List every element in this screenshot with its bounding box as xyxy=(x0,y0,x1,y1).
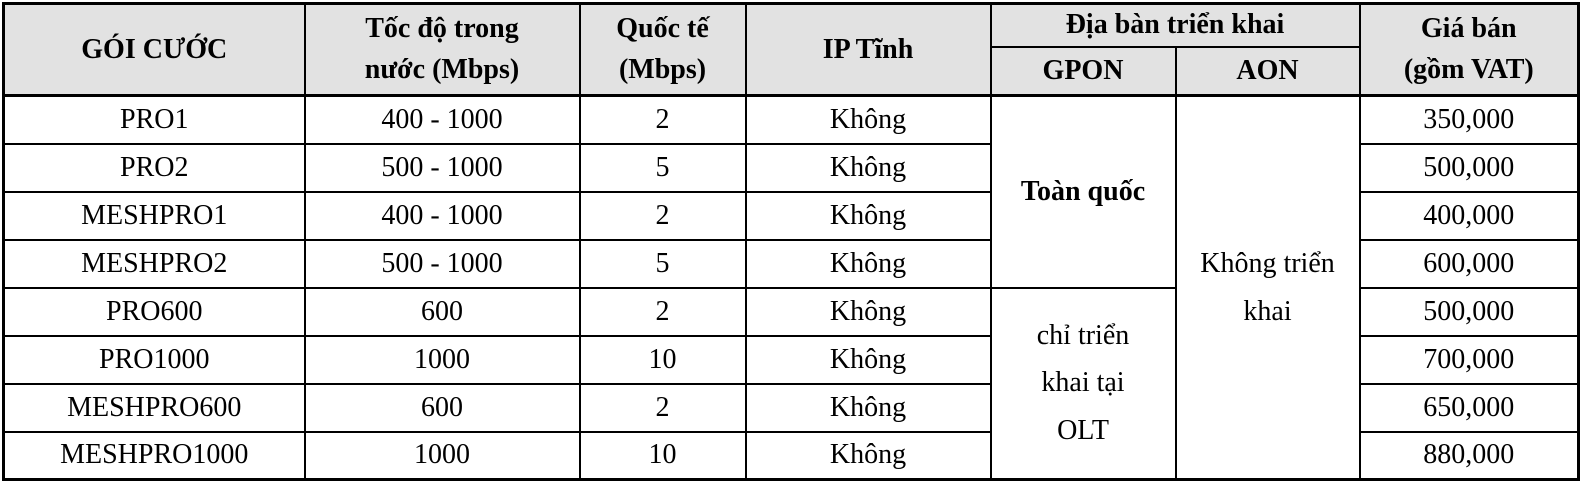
table-row: PRO1000 1000 10 Không 700,000 xyxy=(2,334,1580,385)
domestic-speed-cell: 400 - 1000 xyxy=(303,190,581,241)
header-international-line2: (Mbps) xyxy=(618,53,707,85)
price-cell: 600,000 xyxy=(1358,238,1580,289)
table-row: PRO600 600 2 Không chỉ triển khai tại OL… xyxy=(2,286,1580,481)
header-package: GÓI CƯỚC xyxy=(2,2,306,97)
price-cell: 700,000 xyxy=(1358,334,1580,385)
package-cell: PRO1 xyxy=(2,94,306,145)
static-ip-cell: Không xyxy=(744,190,992,241)
domestic-speed-cell: 600 xyxy=(303,286,581,337)
price-cell: 880,000 xyxy=(1358,430,1580,481)
package-cell: PRO600 xyxy=(2,286,306,337)
header-price-line2: (gồm VAT) xyxy=(1403,53,1534,85)
domestic-speed-cell: 500 - 1000 xyxy=(303,238,581,289)
gpon-olt-only-cell: chỉ triển khai tại OLT xyxy=(989,286,1177,481)
domestic-speed-cell: 500 - 1000 xyxy=(303,142,581,193)
aon-no-deployment-line2: khai xyxy=(1243,295,1292,327)
static-ip-cell: Không xyxy=(744,238,992,289)
international-cell: 2 xyxy=(578,286,747,337)
table-row: MESHPRO600 600 2 Không 650,000 xyxy=(2,382,1580,433)
header-international-line1: Quốc tế xyxy=(616,12,709,44)
table-row: PRO1 400 - 1000 2 Không Toàn quốc Không … xyxy=(2,94,1580,481)
aon-no-deployment-line1: Không triển xyxy=(1200,247,1335,279)
header-price: Giá bán (gồm VAT) xyxy=(1358,2,1580,97)
package-cell: PRO2 xyxy=(2,142,306,193)
price-cell: 350,000 xyxy=(1358,94,1580,145)
header-price-line1: Giá bán xyxy=(1420,12,1517,44)
table-row: MESHPRO2 500 - 1000 5 Không 600,000 xyxy=(2,238,1580,289)
package-cell: MESHPRO1 xyxy=(2,190,306,241)
gpon-olt-only-line3: OLT xyxy=(1057,415,1109,447)
static-ip-cell: Không xyxy=(744,430,992,481)
international-cell: 10 xyxy=(578,430,747,481)
international-cell: 5 xyxy=(578,142,747,193)
aon-no-deployment-cell: Không triển khai xyxy=(1174,94,1361,481)
gpon-nationwide-cell: Toàn quốc xyxy=(989,94,1177,289)
gpon-olt-only-line1: chỉ triển xyxy=(1036,319,1130,351)
static-ip-cell: Không xyxy=(744,334,992,385)
international-cell: 5 xyxy=(578,238,747,289)
header-domestic-speed-line1: Tốc độ trong xyxy=(365,12,519,44)
static-ip-cell: Không xyxy=(744,142,992,193)
header-aon: AON xyxy=(1174,45,1361,97)
static-ip-cell: Không xyxy=(744,382,992,433)
header-international: Quốc tế (Mbps) xyxy=(578,2,747,97)
package-cell: MESHPRO1000 xyxy=(2,430,306,481)
gpon-olt-only-line2: khai tại xyxy=(1041,367,1125,399)
domestic-speed-cell: 400 - 1000 xyxy=(303,94,581,145)
international-cell: 2 xyxy=(578,190,747,241)
price-cell: 500,000 xyxy=(1358,286,1580,337)
static-ip-cell: Không xyxy=(744,286,992,337)
domestic-speed-cell: 1000 xyxy=(303,430,581,481)
table-row: PRO2 500 - 1000 5 Không 500,000 xyxy=(2,142,1580,193)
package-cell: PRO1000 xyxy=(2,334,306,385)
international-cell: 2 xyxy=(578,382,747,433)
header-domestic-speed-line2: nước (Mbps) xyxy=(364,53,520,85)
header-static-ip: IP Tĩnh xyxy=(744,2,992,97)
price-cell: 650,000 xyxy=(1358,382,1580,433)
header-deployment-area: Địa bàn triển khai xyxy=(989,2,1361,48)
table-row: MESHPRO1000 1000 10 Không 880,000 xyxy=(2,430,1580,481)
price-cell: 500,000 xyxy=(1358,142,1580,193)
header-gpon: GPON xyxy=(989,45,1177,97)
package-cell: MESHPRO600 xyxy=(2,382,306,433)
static-ip-cell: Không xyxy=(744,94,992,145)
table-row: MESHPRO1 400 - 1000 2 Không 400,000 xyxy=(2,190,1580,241)
international-cell: 10 xyxy=(578,334,747,385)
domestic-speed-cell: 600 xyxy=(303,382,581,433)
domestic-speed-cell: 1000 xyxy=(303,334,581,385)
package-cell: MESHPRO2 xyxy=(2,238,306,289)
international-cell: 2 xyxy=(578,94,747,145)
price-cell: 400,000 xyxy=(1358,190,1580,241)
header-domestic-speed: Tốc độ trong nước (Mbps) xyxy=(303,2,581,97)
